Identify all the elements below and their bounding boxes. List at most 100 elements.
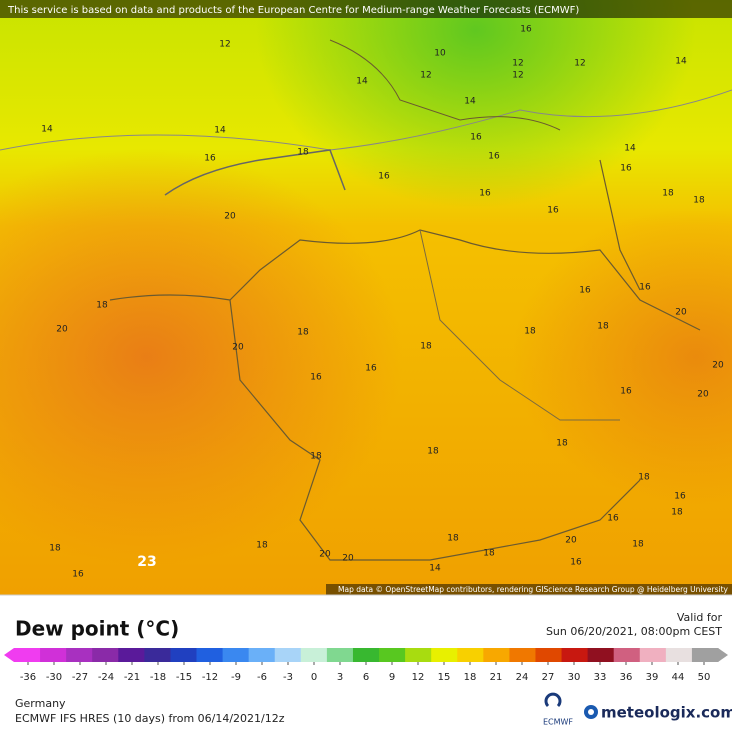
contour-label: 16 [378, 172, 390, 182]
contour-label: 16 [547, 206, 559, 216]
contour-label: 18 [256, 541, 268, 551]
contour-label: 14 [624, 144, 636, 154]
contour-label: 16 [488, 152, 500, 162]
meteologix-logo[interactable]: meteologix.com [584, 704, 732, 722]
contour-label: 14 [675, 57, 687, 67]
contour-label: 14 [464, 97, 476, 107]
contour-label: 12 [420, 71, 431, 81]
contour-label: 20 [56, 325, 68, 335]
contour-label: 16 [310, 373, 322, 383]
colorbar-segment [352, 648, 380, 662]
region: Germany [15, 697, 66, 710]
contour-label: 18 [297, 148, 309, 158]
contour-label: 12 [219, 40, 230, 50]
colorbar-tick-label: -9 [231, 672, 241, 683]
legend-title: Dew point (°C) [15, 617, 179, 641]
colorbar-segment [14, 648, 41, 662]
colorbar-tick-label: 24 [516, 672, 529, 683]
colorbar-tick-label: -24 [98, 672, 114, 683]
colorbar-segment [483, 648, 510, 662]
colorbar-tick-label: -30 [46, 672, 62, 683]
colorbar-tick-label: 50 [698, 672, 711, 683]
contour-label: 18 [638, 473, 650, 483]
contour-label: 16 [479, 189, 491, 199]
colorbar-segment [196, 648, 224, 662]
contour-label: 14 [41, 125, 53, 135]
colorbar-segment [561, 648, 589, 662]
contour-label: 18 [632, 540, 644, 550]
model-run: ECMWF IFS HRES (10 days) from 06/14/2021… [15, 712, 285, 725]
ecmwf-logo: ECMWF [543, 692, 573, 727]
colorbar-segment [118, 648, 145, 662]
colorbar-tick-label: 3 [337, 672, 343, 683]
contour-label: 18 [310, 452, 322, 462]
colorbar-tick-label: 44 [672, 672, 685, 683]
contour-label: 16 [570, 558, 582, 568]
contour-label: 14 [356, 77, 368, 87]
ecmwf-text: ECMWF [543, 718, 573, 727]
contour-label: 18 [483, 549, 495, 559]
contour-label: 18 [447, 534, 459, 544]
colorbar-segment [326, 648, 354, 662]
colorbar: -36 -30 -27 -24 -21 -18 -15 -12 -9 -6 -3 0 3 6 9 12 15 18… [4, 648, 728, 683]
contour-label: 16 [72, 570, 84, 580]
colorbar-tick-label: 27 [542, 672, 555, 683]
contour-label: 18 [49, 544, 61, 554]
brand[interactable]: meteologix.com [601, 704, 732, 722]
colorbar-tick-label: 0 [311, 672, 317, 683]
contour-label: 20 [342, 554, 354, 564]
colorbar-segment [222, 648, 250, 662]
contour-label: 20 [675, 308, 687, 318]
colorbar-segment [40, 648, 67, 662]
colorbar-tick-label: 33 [594, 672, 607, 683]
colorbar-tick-label: -18 [150, 672, 166, 683]
colorbar-segment [379, 648, 406, 662]
colorbar-segment [92, 648, 119, 662]
contour-label: 16 [674, 492, 686, 502]
contour-label: 20 [697, 390, 709, 400]
colorbar-tick-label: 9 [389, 672, 395, 683]
valid-time: Sun 06/20/2021, 08:00pm CEST [546, 625, 722, 638]
contour-label: 16 [365, 364, 377, 374]
colorbar-segment [248, 648, 276, 662]
contour-label: 20 [712, 361, 724, 371]
contour-label: 12 [574, 59, 585, 69]
colorbar-segment [691, 648, 719, 662]
colorbar-tick-label: 30 [568, 672, 581, 683]
contour-label: 14 [214, 126, 226, 136]
colorbar-tick-label: 36 [620, 672, 633, 683]
contour-label: 18 [597, 322, 609, 332]
colorbar-tick-label: 18 [464, 672, 477, 683]
contour-label: 18 [96, 301, 108, 311]
colorbar-tick-label: -36 [20, 672, 36, 683]
colorbar-segment [535, 648, 563, 662]
colorbar-segment [431, 648, 458, 662]
colorbar-tick-label: 21 [490, 672, 503, 683]
contour-label: 20 [232, 343, 244, 353]
contour-label: 16 [470, 133, 482, 143]
service-notice: This service is based on data and produc… [7, 5, 579, 16]
contour-label: 18 [297, 328, 309, 338]
colorbar-tick-label: -3 [283, 672, 293, 683]
colorbar-arrow-left [4, 648, 14, 662]
colorbar-segment [170, 648, 198, 662]
colorbar-segment [587, 648, 615, 662]
contour-label: 20 [319, 550, 331, 560]
contour-label: 23 [137, 554, 156, 570]
colorbar-segment [405, 648, 432, 662]
contour-label: 20 [224, 212, 236, 222]
contour-label: 12 [512, 71, 523, 81]
contour-label: 10 [434, 49, 446, 59]
contour-label: 12 [512, 59, 523, 69]
contour-label: 18 [693, 196, 705, 206]
colorbar-segment [457, 648, 484, 662]
colorbar-segment [639, 648, 667, 662]
colorbar-tick-label: 6 [363, 672, 369, 683]
colorbar-tick-label: 12 [412, 672, 425, 683]
colorbar-segment [66, 648, 93, 662]
colorbar-tick-label: 15 [438, 672, 451, 683]
colorbar-segment [613, 648, 641, 662]
colorbar-segment [665, 648, 693, 662]
colorbar-tick-label: -6 [257, 672, 267, 683]
